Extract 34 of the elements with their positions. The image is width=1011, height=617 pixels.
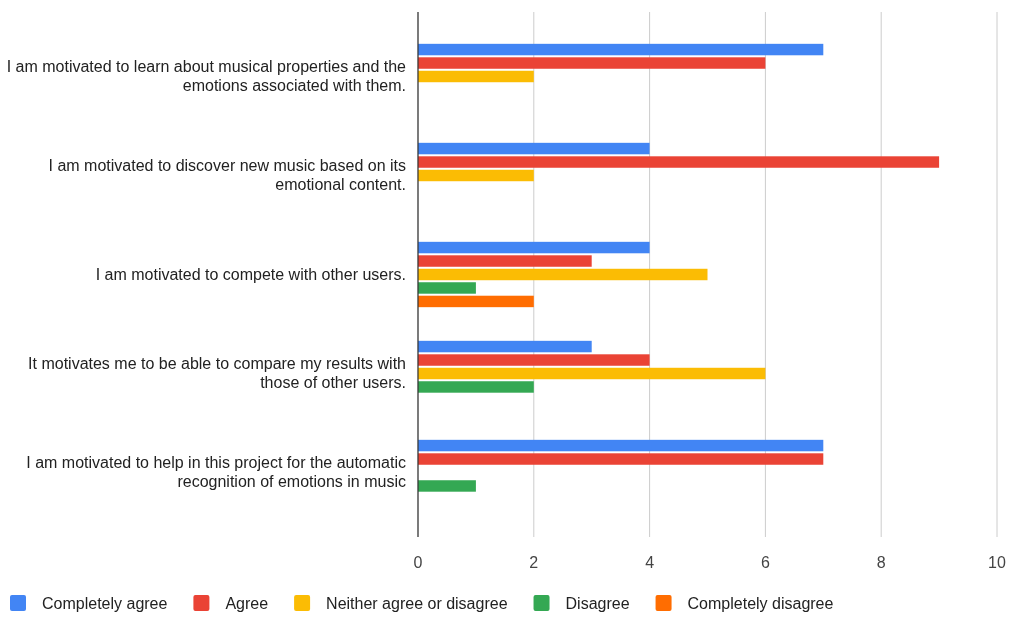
x-tick-label: 6	[760, 554, 770, 571]
legend-label: Neither agree or disagree	[326, 595, 508, 612]
x-tick-label: 4	[645, 554, 655, 571]
x-tick-label: 8	[876, 554, 886, 571]
y-tick-label: I am motivated to discover new music based on its emotional content.	[48, 157, 406, 193]
bar	[418, 169, 534, 182]
y-tick-label: I am motivated to compete with other users.	[95, 265, 406, 283]
bar	[418, 70, 534, 83]
bar	[418, 340, 592, 353]
y-tick-label: I am motivated to learn about musical properties and the emotions associated with them.	[6, 58, 407, 94]
x-tick-label: 0	[413, 554, 423, 571]
bar	[418, 57, 766, 69]
bar	[418, 156, 940, 168]
legend-label: Completely disagree	[687, 595, 834, 612]
bar	[418, 354, 650, 366]
bar	[418, 282, 476, 294]
y-tick-label: I am motivated to help in this project for the automatic recognition of emotions in music	[26, 454, 406, 490]
x-tick-label: 2	[529, 554, 539, 571]
legend-label: Agree	[225, 595, 269, 612]
bar	[418, 453, 824, 465]
legend-label: Completely agree	[42, 595, 168, 612]
bar	[418, 268, 708, 281]
y-tick-label: It motivates me to be able to compare my results with those of other users.	[28, 355, 406, 391]
bar	[418, 295, 534, 308]
bar	[418, 439, 824, 452]
legend-label: Disagree	[565, 595, 630, 612]
bar	[418, 381, 534, 393]
bar	[418, 480, 476, 492]
bar	[418, 142, 650, 155]
x-tick-label: 10	[988, 554, 1006, 571]
bar	[418, 241, 650, 254]
bar	[418, 367, 766, 380]
bar	[418, 255, 592, 267]
bar	[418, 43, 824, 56]
